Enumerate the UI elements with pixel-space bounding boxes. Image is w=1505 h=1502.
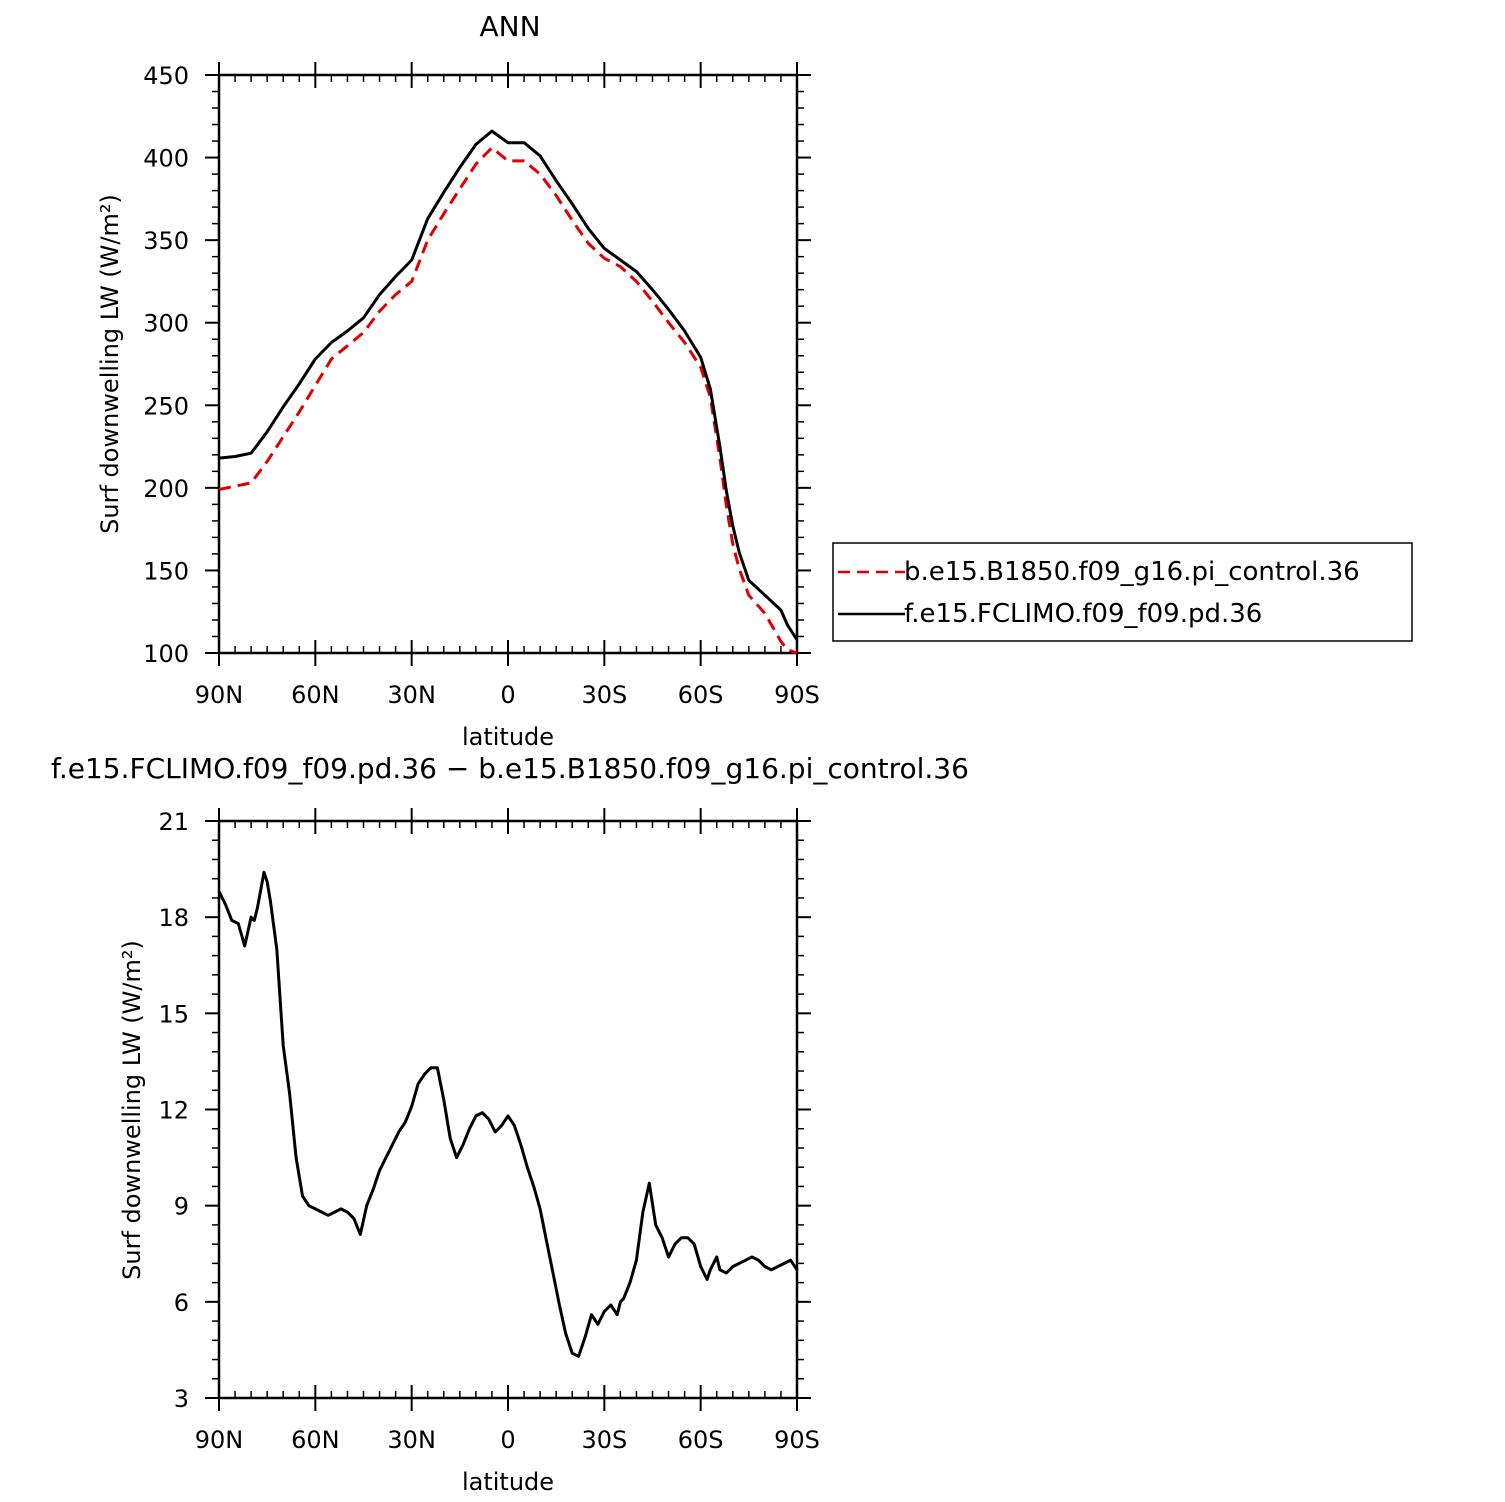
top-y-tick-label: 100 [143, 640, 189, 668]
legend-label-series-2: f.e15.FCLIMO.f09_f09.pd.36 [904, 599, 1262, 629]
bottom-y-tick-label: 12 [158, 1097, 189, 1125]
top-x-tick-label: 90S [774, 681, 820, 709]
bottom-y-tick-label: 9 [174, 1193, 189, 1221]
legend: b.e15.B1850.f09_g16.pi_control.36 f.e15.… [832, 542, 1413, 642]
bottom-y-tick-label: 3 [174, 1385, 189, 1413]
top-series-lines [218, 129, 799, 655]
top-x-tick-label: 60N [291, 681, 340, 709]
top-chart-title: ANN [479, 10, 540, 43]
bottom-x-tick-label: 60N [291, 1426, 340, 1454]
legend-label-series-1: b.e15.B1850.f09_g16.pi_control.36 [904, 557, 1360, 587]
top-x-axis-label: latitude [462, 723, 554, 751]
top-panel: ANN 90N 60N 30N 0 30S 60S 90S 100 150 200 250 300 35… [96, 10, 1413, 751]
top-y-tick-label: 450 [143, 62, 189, 90]
top-y-tick-label: 150 [143, 557, 189, 585]
top-y-axis-label: Surf downwelling LW (W/m²) [96, 194, 124, 534]
bottom-x-tick-label: 30N [387, 1426, 436, 1454]
top-y-tick-label: 400 [143, 145, 189, 173]
bottom-plot-frame [217, 819, 799, 1400]
top-series-line-2 [218, 129, 799, 641]
top-series-line-1 [218, 146, 798, 655]
bottom-series-line-1 [217, 870, 799, 1358]
top-plot-frame [217, 73, 799, 655]
bottom-x-tick-label: 0 [500, 1426, 515, 1454]
bottom-y-axis-label: Surf downwelling LW (W/m²) [118, 940, 146, 1280]
bottom-x-axis-label: latitude [462, 1468, 554, 1496]
top-y-tick-label: 250 [143, 392, 189, 420]
bottom-y-tick-label: 6 [174, 1289, 189, 1317]
bottom-y-tick-label: 18 [158, 904, 189, 932]
top-y-tick-label: 200 [143, 475, 189, 503]
top-y-tick-label: 300 [143, 310, 189, 338]
bottom-axis-ticks: 90N 60N 30N 0 30S 60S 90S 3 6 9 12 15 18 21 [158, 808, 820, 1454]
bottom-x-tick-label: 90S [774, 1426, 820, 1454]
top-axis-ticks: 90N 60N 30N 0 30S 60S 90S 100 150 200 250 300 350 400… [143, 62, 820, 709]
top-x-tick-label: 0 [500, 681, 515, 709]
top-y-tick-label: 350 [143, 227, 189, 255]
bottom-panel: f.e15.FCLIMO.f09_f09.pd.36 − b.e15.B1850… [51, 752, 969, 1496]
top-x-tick-label: 60S [678, 681, 724, 709]
bottom-y-tick-label: 21 [158, 808, 189, 836]
top-x-tick-label: 30N [387, 681, 436, 709]
legend-box [832, 542, 1413, 642]
bottom-y-tick-label: 15 [158, 1000, 189, 1028]
bottom-chart-title: f.e15.FCLIMO.f09_f09.pd.36 − b.e15.B1850… [51, 752, 969, 785]
bottom-x-tick-label: 30S [581, 1426, 627, 1454]
top-x-tick-label: 90N [195, 681, 244, 709]
bottom-series-lines [217, 870, 799, 1358]
top-x-tick-label: 30S [581, 681, 627, 709]
bottom-x-tick-label: 90N [195, 1426, 244, 1454]
bottom-x-tick-label: 60S [678, 1426, 724, 1454]
